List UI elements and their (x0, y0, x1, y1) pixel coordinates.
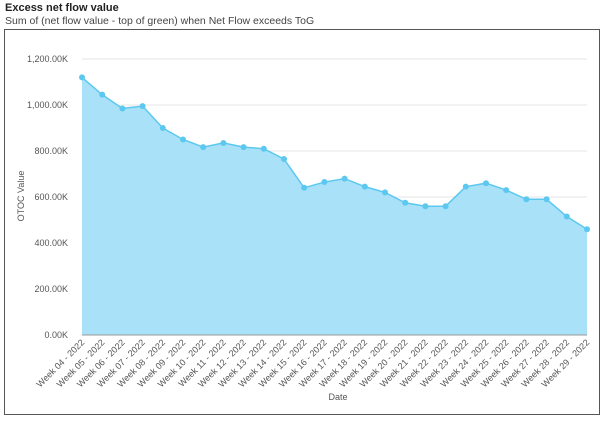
data-point (341, 175, 348, 182)
y-tick-label: 400.00K (34, 238, 68, 248)
data-point (281, 156, 287, 163)
y-tick-label: 600.00K (34, 192, 68, 202)
data-point (200, 144, 207, 151)
data-point (563, 213, 570, 220)
chart-title: Excess net flow value (5, 2, 119, 14)
data-point (382, 189, 388, 196)
y-tick-label: 0.00K (44, 330, 68, 340)
chart-frame (4, 29, 600, 415)
data-point (523, 196, 530, 203)
data-point (462, 183, 469, 190)
x-axis-label: Date (328, 392, 347, 402)
data-point (321, 179, 328, 186)
chart-subtitle: Sum of (net flow value - top of green) w… (5, 15, 314, 27)
data-point (220, 139, 227, 146)
y-tick-label: 1,000.00K (27, 100, 68, 110)
data-point (301, 184, 308, 191)
y-tick-label: 200.00K (34, 284, 68, 294)
line (81, 76, 588, 230)
data-point (422, 203, 429, 210)
data-point (361, 183, 368, 190)
data-point (180, 136, 186, 143)
data-point (79, 74, 85, 81)
data-point (139, 103, 146, 110)
y-tick-label: 800.00K (34, 146, 68, 156)
area-fill (82, 77, 587, 336)
data-point (119, 105, 126, 112)
data-point (543, 196, 550, 203)
data-point (99, 91, 106, 98)
y-axis-label: OTOC Value (16, 171, 26, 222)
data-point (442, 203, 449, 210)
data-point (402, 199, 409, 206)
data-point (483, 180, 489, 187)
y-tick-label: 1,200.00K (27, 54, 68, 64)
data-point (260, 145, 267, 152)
data-point (584, 226, 590, 233)
data-point (159, 125, 166, 131)
data-point (240, 144, 247, 151)
data-point (503, 187, 510, 194)
